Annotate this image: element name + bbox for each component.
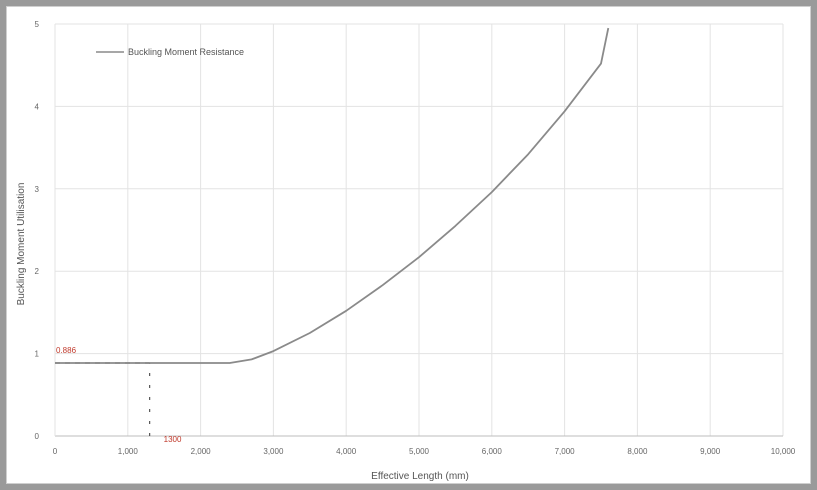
legend: Buckling Moment Resistance	[96, 47, 244, 57]
legend-label: Buckling Moment Resistance	[128, 47, 244, 57]
x-tick-label: 1,000	[118, 447, 139, 456]
x-tick-labels: 0 1,000 2,000 3,000 4,000 5,000 6,000 7,000 8,00…	[53, 447, 796, 456]
reference-lines	[55, 362, 151, 436]
y-tick-label: 3	[35, 185, 40, 194]
annotation-label: 0.886	[56, 346, 77, 355]
y-tick-label: 4	[35, 102, 40, 111]
x-tick-label: 7,000	[555, 447, 576, 456]
chart-frame	[6, 6, 811, 484]
gridlines	[55, 23, 784, 436]
annotation-label: 1300	[164, 435, 182, 444]
y-tick-label: 2	[35, 267, 40, 276]
x-tick-label: 2,000	[191, 447, 212, 456]
x-tick-label: 0	[53, 447, 58, 456]
x-tick-label: 5,000	[409, 447, 430, 456]
y-tick-label: 5	[35, 20, 40, 29]
y-axis-title: Buckling Moment Utilisation	[16, 183, 27, 306]
series-line	[55, 27, 610, 364]
axes	[54, 24, 783, 437]
x-tick-label: 9,000	[700, 447, 721, 456]
y-tick-label: 1	[35, 350, 40, 359]
x-tick-label: 6,000	[482, 447, 503, 456]
x-tick-label: 3,000	[263, 447, 284, 456]
x-tick-label: 8,000	[627, 447, 648, 456]
x-tick-label: 4,000	[336, 447, 357, 456]
y-tick-label: 0	[35, 432, 40, 441]
annotations: 0.886 1300	[56, 346, 182, 444]
x-tick-label: 10,000	[771, 447, 796, 456]
series-layer	[55, 27, 610, 364]
x-axis-title: Effective Length (mm)	[371, 471, 469, 482]
y-tick-labels: 0 1 2 3 4 5	[35, 20, 40, 441]
